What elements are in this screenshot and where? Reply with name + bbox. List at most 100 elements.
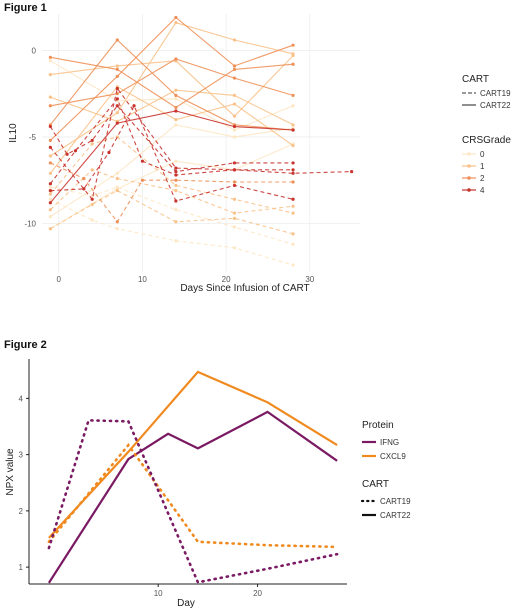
figure1-data-point [115, 227, 119, 231]
figure1-data-point [48, 208, 52, 212]
figure1-legend-title-cart: CART [462, 74, 489, 85]
figure1-data-point [65, 152, 69, 156]
figure1-data-point [90, 202, 94, 207]
figure2-x-tick-label: 20 [253, 589, 262, 598]
figure1-legend-key-point [467, 164, 471, 168]
figure1-data-point [291, 104, 295, 108]
figure1-data-point [232, 161, 237, 165]
figure1-data-point [48, 201, 52, 205]
figure1-data-point [291, 168, 295, 172]
figure1-data-point [232, 93, 237, 97]
figure1-data-point [291, 128, 295, 132]
figure2-series-line [47, 442, 339, 549]
figure1-y-tick-label: -5 [29, 133, 37, 142]
figure1-data-point [291, 161, 295, 165]
figure2-y-axis-title: NPX value [5, 448, 16, 496]
figure1-data-point [174, 239, 178, 243]
figure1-data-point [291, 232, 295, 236]
figure1-data-point [291, 211, 295, 215]
figure1-data-point [132, 104, 136, 108]
figure1-y-tick-label: 0 [32, 46, 37, 55]
figure1-data-point [232, 124, 237, 129]
figure1-data-point [48, 189, 52, 193]
figure1-series-line [50, 198, 294, 266]
figure1-data-point [232, 128, 237, 132]
figure1-data-point [291, 180, 295, 184]
figure1-data-point [140, 178, 145, 182]
figure1-data-point [90, 138, 94, 143]
figure1-data-point [48, 154, 52, 158]
figure1-data-point [90, 218, 94, 222]
figure1-legend-label-grade: 2 [480, 174, 485, 183]
figure2-y-tick-label: 3 [19, 451, 24, 460]
figure1-data-point [82, 187, 86, 191]
figure1-data-point [232, 211, 237, 215]
figure1-data-point [232, 216, 237, 220]
figure1-data-point [174, 57, 178, 61]
figure1-data-point [174, 88, 178, 92]
figure1-data-point [232, 135, 237, 139]
figure1-data-point [115, 171, 119, 175]
figure2-series-line [47, 410, 338, 584]
figure1-data-point [48, 73, 52, 77]
figure1-data-point [291, 62, 295, 66]
figure1-data-point [174, 93, 178, 97]
figure1-data-point [174, 105, 178, 110]
figure1-legend-label-grade: 0 [480, 150, 485, 159]
figure1-data-point [291, 263, 295, 267]
figure1-data-point [82, 176, 86, 181]
figure1-data-point [174, 21, 178, 25]
figure1-y-tick-label: -10 [24, 220, 36, 229]
figure1-data-point [48, 55, 52, 59]
figure1-data-point [174, 220, 178, 224]
figure2-legend-label-cart: CART22 [380, 511, 411, 520]
figure1-data-point [174, 109, 178, 113]
figure1-series-line [50, 169, 294, 214]
figure1-data-point [291, 197, 295, 201]
figure1-data-point [115, 67, 119, 72]
figure1-series-line [50, 189, 294, 235]
figure2-title: Figure 2 [4, 339, 47, 351]
figure1-data-point [90, 197, 94, 201]
figure1-data-point [232, 197, 237, 201]
figure1-x-tick-label: 30 [305, 275, 314, 284]
figure1-data-point [48, 95, 52, 99]
figure1-data-point [174, 15, 178, 20]
figure1-data-point [115, 97, 119, 101]
figure1-data-point [232, 180, 237, 184]
figure1-data-point [174, 169, 178, 174]
figure1-data-point [115, 74, 119, 78]
figure1-data-point [232, 246, 237, 250]
figure1-data-point [174, 178, 178, 182]
figure1-data-point [174, 123, 178, 127]
figure2-legend-label-protein: CXCL9 [380, 452, 406, 461]
figure1-data-point [232, 67, 237, 72]
figure1-data-point [232, 102, 237, 106]
figure2-y-tick-label: 2 [19, 507, 24, 516]
figure1-data-point [232, 76, 237, 80]
figure1-legend-label-cart: CART22 [480, 101, 511, 110]
figure1-legend: CART CART19 CART22 CRSGrade 0 1 2 4 [462, 74, 511, 195]
figure1-plot: 0 10 20 30 0 -5 -10 [24, 14, 360, 284]
figure1-data-point [291, 43, 295, 47]
figure1-data-point [115, 176, 119, 181]
figure1-legend-key-point [467, 188, 471, 192]
figure1-data-point [232, 225, 237, 229]
figure1-data-point [73, 149, 78, 153]
figure1-data-point [48, 171, 52, 175]
figure1-data-point [90, 168, 94, 172]
figure1-data-point [350, 169, 354, 174]
figure1-data-point [107, 150, 111, 155]
figure1-data-point [48, 182, 52, 186]
figure1-data-point [48, 161, 52, 165]
figure1-data-point [174, 183, 178, 188]
figure1-legend-title-grade: CRSGrade [462, 135, 511, 146]
figure1-data-point [232, 183, 237, 188]
figure1-data-point [232, 38, 237, 42]
figure1-legend-label-grade: 4 [480, 186, 485, 195]
figure1-data-point [48, 124, 52, 129]
figure1-x-tick-label: 20 [222, 275, 231, 284]
figure1-data-point [174, 189, 178, 193]
figure1-series-line [49, 110, 294, 204]
figure2-legend-label-protein: IFNG [380, 438, 399, 447]
